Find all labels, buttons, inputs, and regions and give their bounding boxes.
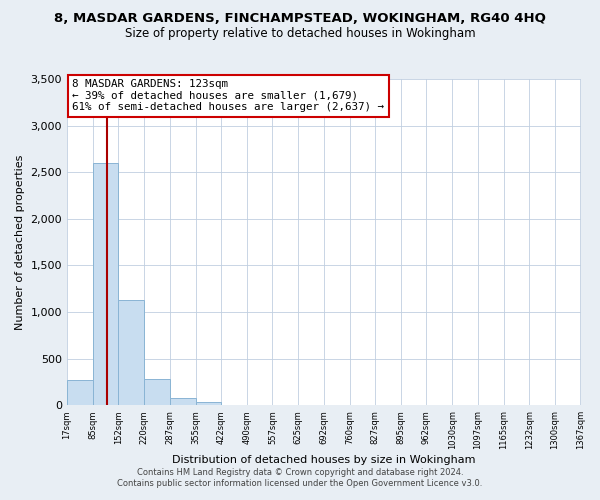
Bar bbox=[144, 379, 170, 406]
Bar bbox=[67, 380, 93, 406]
Bar bbox=[170, 398, 196, 406]
Text: Size of property relative to detached houses in Wokingham: Size of property relative to detached ho… bbox=[125, 28, 475, 40]
Bar bbox=[118, 300, 144, 406]
X-axis label: Distribution of detached houses by size in Wokingham: Distribution of detached houses by size … bbox=[172, 455, 476, 465]
Text: Contains HM Land Registry data © Crown copyright and database right 2024.
Contai: Contains HM Land Registry data © Crown c… bbox=[118, 468, 482, 487]
Y-axis label: Number of detached properties: Number of detached properties bbox=[15, 154, 25, 330]
Text: 8, MASDAR GARDENS, FINCHAMPSTEAD, WOKINGHAM, RG40 4HQ: 8, MASDAR GARDENS, FINCHAMPSTEAD, WOKING… bbox=[54, 12, 546, 26]
Text: 8 MASDAR GARDENS: 123sqm
← 39% of detached houses are smaller (1,679)
61% of sem: 8 MASDAR GARDENS: 123sqm ← 39% of detach… bbox=[72, 79, 384, 112]
Bar bbox=[93, 163, 118, 406]
Bar bbox=[196, 402, 221, 406]
